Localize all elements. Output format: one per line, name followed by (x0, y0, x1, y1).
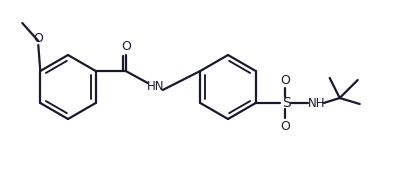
Text: HN: HN (147, 81, 164, 93)
Text: O: O (280, 74, 290, 86)
Text: S: S (282, 96, 291, 110)
Text: NH: NH (308, 97, 326, 109)
Text: O: O (33, 32, 43, 44)
Text: O: O (121, 40, 131, 54)
Text: O: O (280, 120, 290, 132)
